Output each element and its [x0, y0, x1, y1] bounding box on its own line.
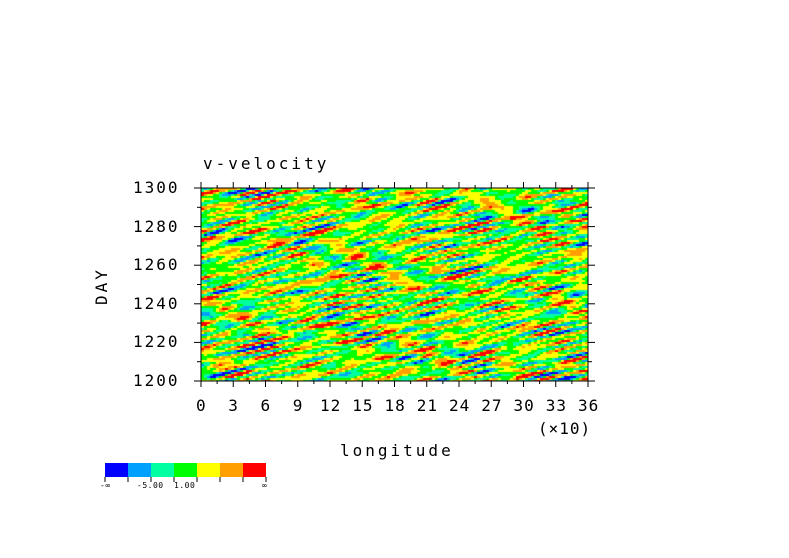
colorbar-label: -∞	[100, 481, 111, 490]
x-tick-label: 21	[416, 396, 439, 415]
y-tick-label: 1260	[133, 255, 180, 275]
x-axis-label: longitude	[340, 441, 454, 460]
x-tick-label: 6	[260, 396, 272, 415]
colorbar-swatch	[243, 463, 266, 477]
colorbar-swatch	[197, 463, 220, 477]
colorbar-swatch	[105, 463, 128, 477]
x-tick-label: 12	[320, 396, 342, 415]
x-tick-label: 15	[352, 396, 374, 415]
x-tick-label: 30	[513, 396, 535, 415]
colorbar-label: -5.00	[137, 481, 164, 490]
y-tick-label: 1200	[133, 371, 180, 390]
y-tick-label: 1300	[133, 178, 180, 197]
chart-title: v-velocity	[203, 154, 330, 173]
x-tick-label: 3	[228, 396, 239, 415]
colorbar-swatch	[128, 463, 151, 477]
x-multiplier-label: (×10)	[538, 419, 592, 438]
colorbar-label: ∞	[262, 481, 268, 490]
colorbar-label: 1.00	[174, 481, 196, 490]
x-tick-label: 27	[481, 396, 503, 415]
colorbar-swatch	[220, 463, 243, 477]
colorbar-swatch	[151, 463, 174, 477]
x-tick-label: 9	[292, 396, 304, 415]
y-tick-label: 1280	[133, 216, 180, 236]
colorbar-swatch	[174, 463, 197, 477]
heatmap-field	[201, 188, 588, 381]
x-tick-label: 36	[578, 396, 600, 415]
x-tick-label: 18	[384, 396, 406, 415]
y-tick-label: 1240	[133, 293, 180, 313]
x-tick-label: 24	[449, 396, 471, 415]
x-tick-label: 33	[545, 396, 568, 415]
plot-frame	[200, 187, 589, 382]
y-tick-label: 1220	[133, 332, 180, 352]
x-tick-label: 0	[196, 396, 207, 415]
